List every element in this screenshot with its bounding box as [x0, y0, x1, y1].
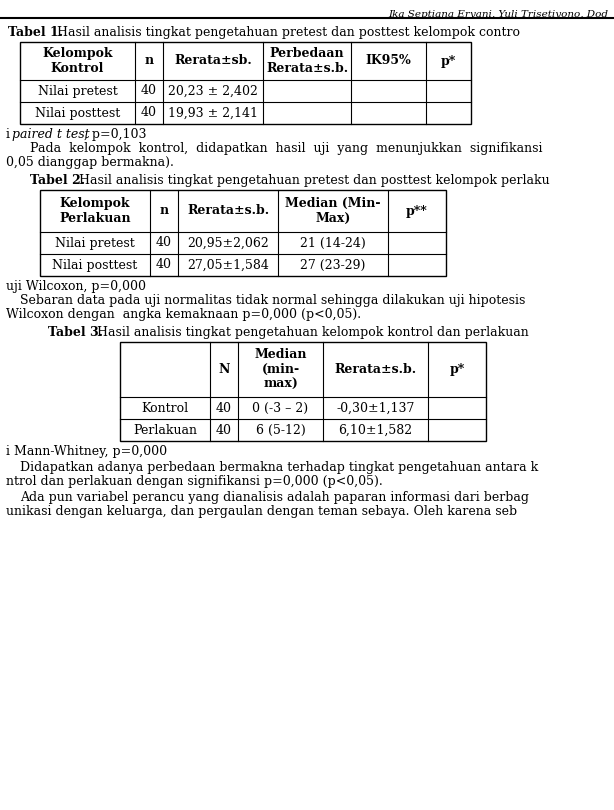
Text: i Mann-Whitney, p=0,000: i Mann-Whitney, p=0,000: [6, 445, 167, 458]
Text: unikasi dengan keluarga, dan pergaulan dengan teman sebaya. Oleh karena seb: unikasi dengan keluarga, dan pergaulan d…: [6, 505, 517, 518]
Text: 19,93 ± 2,141: 19,93 ± 2,141: [168, 106, 258, 120]
Text: Didapatkan adanya perbedaan bermakna terhadap tingkat pengetahuan antara k: Didapatkan adanya perbedaan bermakna ter…: [20, 461, 538, 474]
Bar: [40, 190, 446, 276]
Text: 6,10±1,582: 6,10±1,582: [338, 424, 413, 437]
Text: Kelompok
Kontrol: Kelompok Kontrol: [42, 47, 113, 75]
Text: 40: 40: [156, 258, 172, 271]
Text: Hasil analisis tingkat pengetahuan pretest dan posttest kelompok contro: Hasil analisis tingkat pengetahuan prete…: [57, 26, 520, 39]
Text: Median (Min-
Max): Median (Min- Max): [286, 197, 381, 225]
Text: 27 (23-29): 27 (23-29): [300, 258, 366, 271]
Text: i: i: [6, 128, 14, 141]
Text: uji Wilcoxon, p=0,000: uji Wilcoxon, p=0,000: [6, 280, 146, 293]
Text: Hasil analisis tingkat pengetahuan kelompok kontrol dan perlakuan: Hasil analisis tingkat pengetahuan kelom…: [97, 326, 529, 339]
Text: 40: 40: [216, 424, 232, 437]
Text: 40: 40: [216, 402, 232, 415]
Text: Pada  kelompok  kontrol,  didapatkan  hasil  uji  yang  menunjukkan  signifikans: Pada kelompok kontrol, didapatkan hasil …: [30, 142, 543, 155]
Text: Nilai posttest: Nilai posttest: [35, 106, 120, 120]
Text: Hasil analisis tingkat pengetahuan pretest dan posttest kelompok perlaku: Hasil analisis tingkat pengetahuan prete…: [79, 174, 550, 187]
Text: N: N: [219, 363, 230, 376]
Text: 6 (5-12): 6 (5-12): [255, 424, 305, 437]
Text: n: n: [160, 204, 169, 218]
Text: IK95%: IK95%: [365, 54, 411, 67]
Text: 40: 40: [141, 106, 157, 120]
Text: Perlakuan: Perlakuan: [133, 424, 197, 437]
Text: -0,30±1,137: -0,30±1,137: [336, 402, 414, 415]
Text: p**: p**: [406, 204, 428, 218]
Text: Nilai pretest: Nilai pretest: [37, 84, 117, 97]
Text: 27,05±1,584: 27,05±1,584: [187, 258, 269, 271]
Text: 21 (14-24): 21 (14-24): [300, 237, 366, 249]
Text: ntrol dan perlakuan dengan signifikansi p=0,000 (p<0,05).: ntrol dan perlakuan dengan signifikansi …: [6, 475, 383, 488]
Text: Nilai posttest: Nilai posttest: [52, 258, 138, 271]
Text: 0 (-3 – 2): 0 (-3 – 2): [252, 402, 309, 415]
Text: Kelompok
Perlakuan: Kelompok Perlakuan: [59, 197, 131, 225]
Text: Kontrol: Kontrol: [141, 402, 188, 415]
Text: Ada pun variabel perancu yang dianalisis adalah paparan informasi dari berbag: Ada pun variabel perancu yang dianalisis…: [20, 491, 529, 504]
Text: p*: p*: [449, 363, 465, 376]
Text: 40: 40: [141, 84, 157, 97]
Text: 20,95±2,062: 20,95±2,062: [187, 237, 269, 249]
Text: Tabel 1.: Tabel 1.: [8, 26, 63, 39]
Text: Perbedaan
Rerata±s.b.: Perbedaan Rerata±s.b.: [266, 47, 348, 75]
Text: 0,05 dianggap bermakna).: 0,05 dianggap bermakna).: [6, 156, 174, 169]
Text: Tabel 2.: Tabel 2.: [30, 174, 85, 187]
Bar: [120, 342, 486, 441]
Text: Ika Septiana Eryani, Yuli Trisetiyono, Dod: Ika Septiana Eryani, Yuli Trisetiyono, D…: [388, 10, 608, 19]
Text: Tabel 3.: Tabel 3.: [48, 326, 103, 339]
Text: Nilai pretest: Nilai pretest: [55, 237, 135, 249]
Text: 20,23 ± 2,402: 20,23 ± 2,402: [168, 84, 258, 97]
Text: Sebaran data pada uji normalitas tidak normal sehingga dilakukan uji hipotesis: Sebaran data pada uji normalitas tidak n…: [20, 294, 526, 307]
Text: Rerata±sb.: Rerata±sb.: [174, 54, 252, 67]
Text: Rerata±s.b.: Rerata±s.b.: [187, 204, 269, 218]
Text: Rerata±s.b.: Rerata±s.b.: [335, 363, 416, 376]
Text: , p=0,103: , p=0,103: [84, 128, 147, 141]
Text: 40: 40: [156, 237, 172, 249]
Text: n: n: [144, 54, 154, 67]
Text: Wilcoxon dengan  angka kemaknaan p=0,000 (p<0,05).: Wilcoxon dengan angka kemaknaan p=0,000 …: [6, 308, 361, 321]
Text: Median
(min-
max): Median (min- max): [254, 348, 307, 391]
Bar: [20, 42, 471, 124]
Text: paired t test: paired t test: [12, 128, 90, 141]
Text: p*: p*: [441, 54, 456, 67]
